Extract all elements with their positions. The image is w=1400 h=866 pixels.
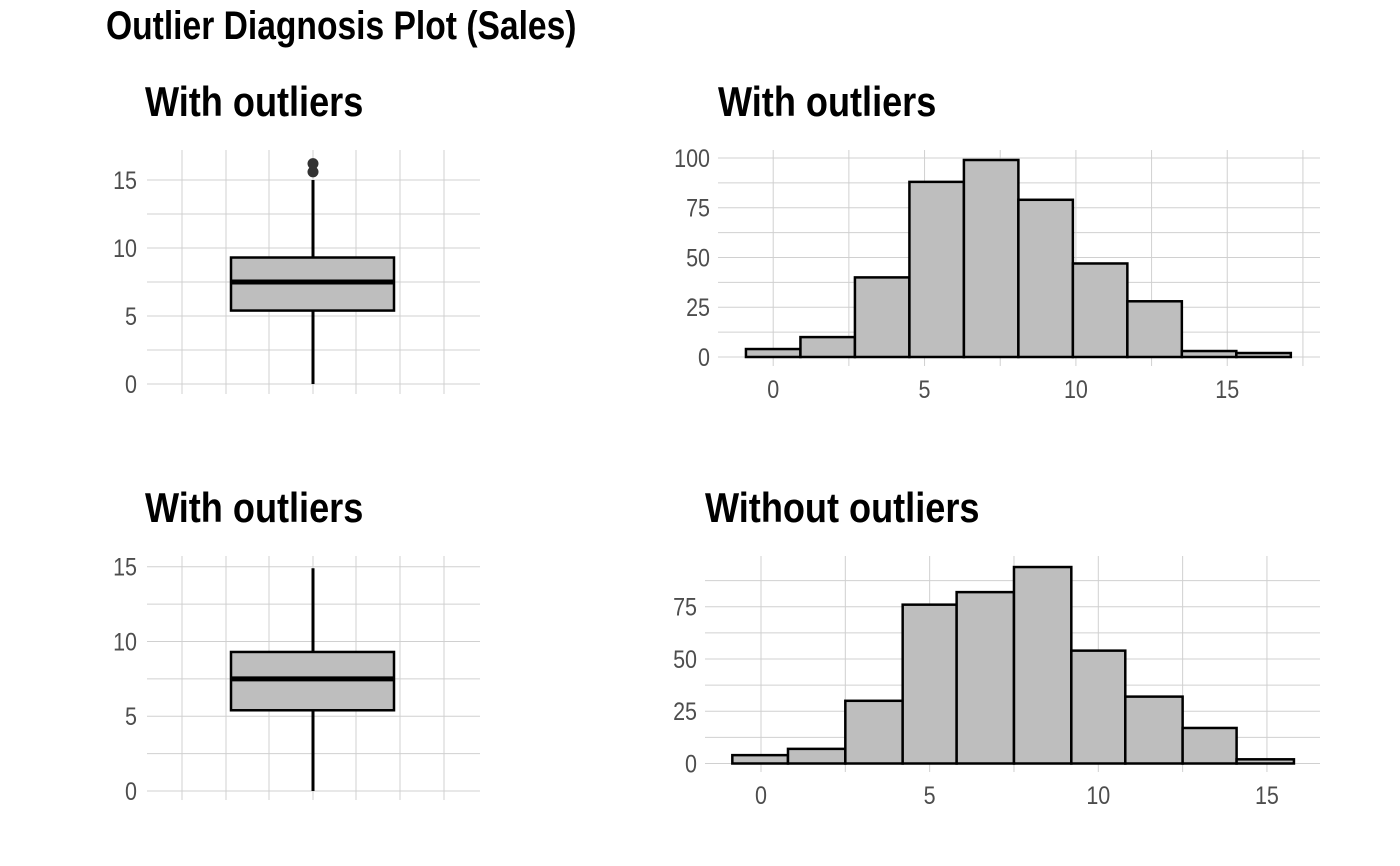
figure-title: Outlier Diagnosis Plot (Sales) [106,4,577,48]
outlier-point [307,158,319,170]
histogram-bar [1181,726,1238,765]
y-tick-label: 0 [698,343,710,371]
panel-1: With outliers 0 5 10 15 [113,80,480,398]
y-tick-label: 25 [686,294,710,322]
y-tick-label: 25 [673,698,697,726]
y-tick-label: 10 [113,628,137,656]
x-tick-label: 10 [1086,781,1110,809]
histogram-bar [744,347,802,359]
y-tick-label: 15 [113,166,137,194]
histogram-bar [786,747,847,765]
x-tick-label: 15 [1255,781,1279,809]
histogram-bar [853,276,911,359]
panel-title: With outliers [718,80,936,126]
panel-title: With outliers [145,486,363,532]
histogram-bar [962,158,1020,359]
y-tick-label: 0 [685,750,697,778]
histogram-bar [1124,695,1184,765]
x-tick-label: 10 [1064,375,1088,403]
x-tick-label: 15 [1215,375,1239,403]
histogram-bar [1012,565,1073,765]
y-tick-label: 0 [125,370,137,398]
x-tick-label: 0 [767,375,779,403]
x-tick-label: 5 [919,375,931,403]
histogram-bar [1180,349,1238,359]
y-tick-label: 10 [113,234,137,262]
y-tick-label: 5 [125,703,137,731]
histogram-bar [908,180,966,359]
y-tick-label: 50 [673,645,697,673]
histogram-bar [1126,300,1184,359]
panel-title: Without outliers [705,486,979,532]
panel-4: Without outliers 0 25 50 75 0 5 10 15 [673,486,1320,809]
histogram-bar [1071,262,1129,359]
outlier-point [307,166,319,178]
panel-3: With outliers 0 5 10 15 [113,486,480,805]
x-tick-label: 0 [755,781,767,809]
histogram-bar [955,590,1016,765]
histogram-bar [1235,758,1296,765]
y-tick-label: 75 [686,194,710,222]
y-tick-label: 0 [125,777,137,805]
y-tick-label: 50 [686,244,710,272]
histogram-bar [1070,649,1127,765]
histogram-bar [731,753,790,765]
histogram-bar [799,335,857,359]
panel-2: With outliers 0 25 50 75 100 0 5 10 15 [674,80,1320,403]
histogram-bar [1235,351,1293,359]
histogram-bar [844,699,904,765]
y-tick-label: 100 [674,144,710,172]
x-tick-label: 5 [924,781,936,809]
histogram-bar [1017,198,1075,359]
panel-title: With outliers [145,80,363,126]
y-tick-label: 5 [125,302,137,330]
histogram-bar [901,603,958,765]
y-tick-label: 75 [673,593,697,621]
y-tick-label: 15 [113,553,137,581]
